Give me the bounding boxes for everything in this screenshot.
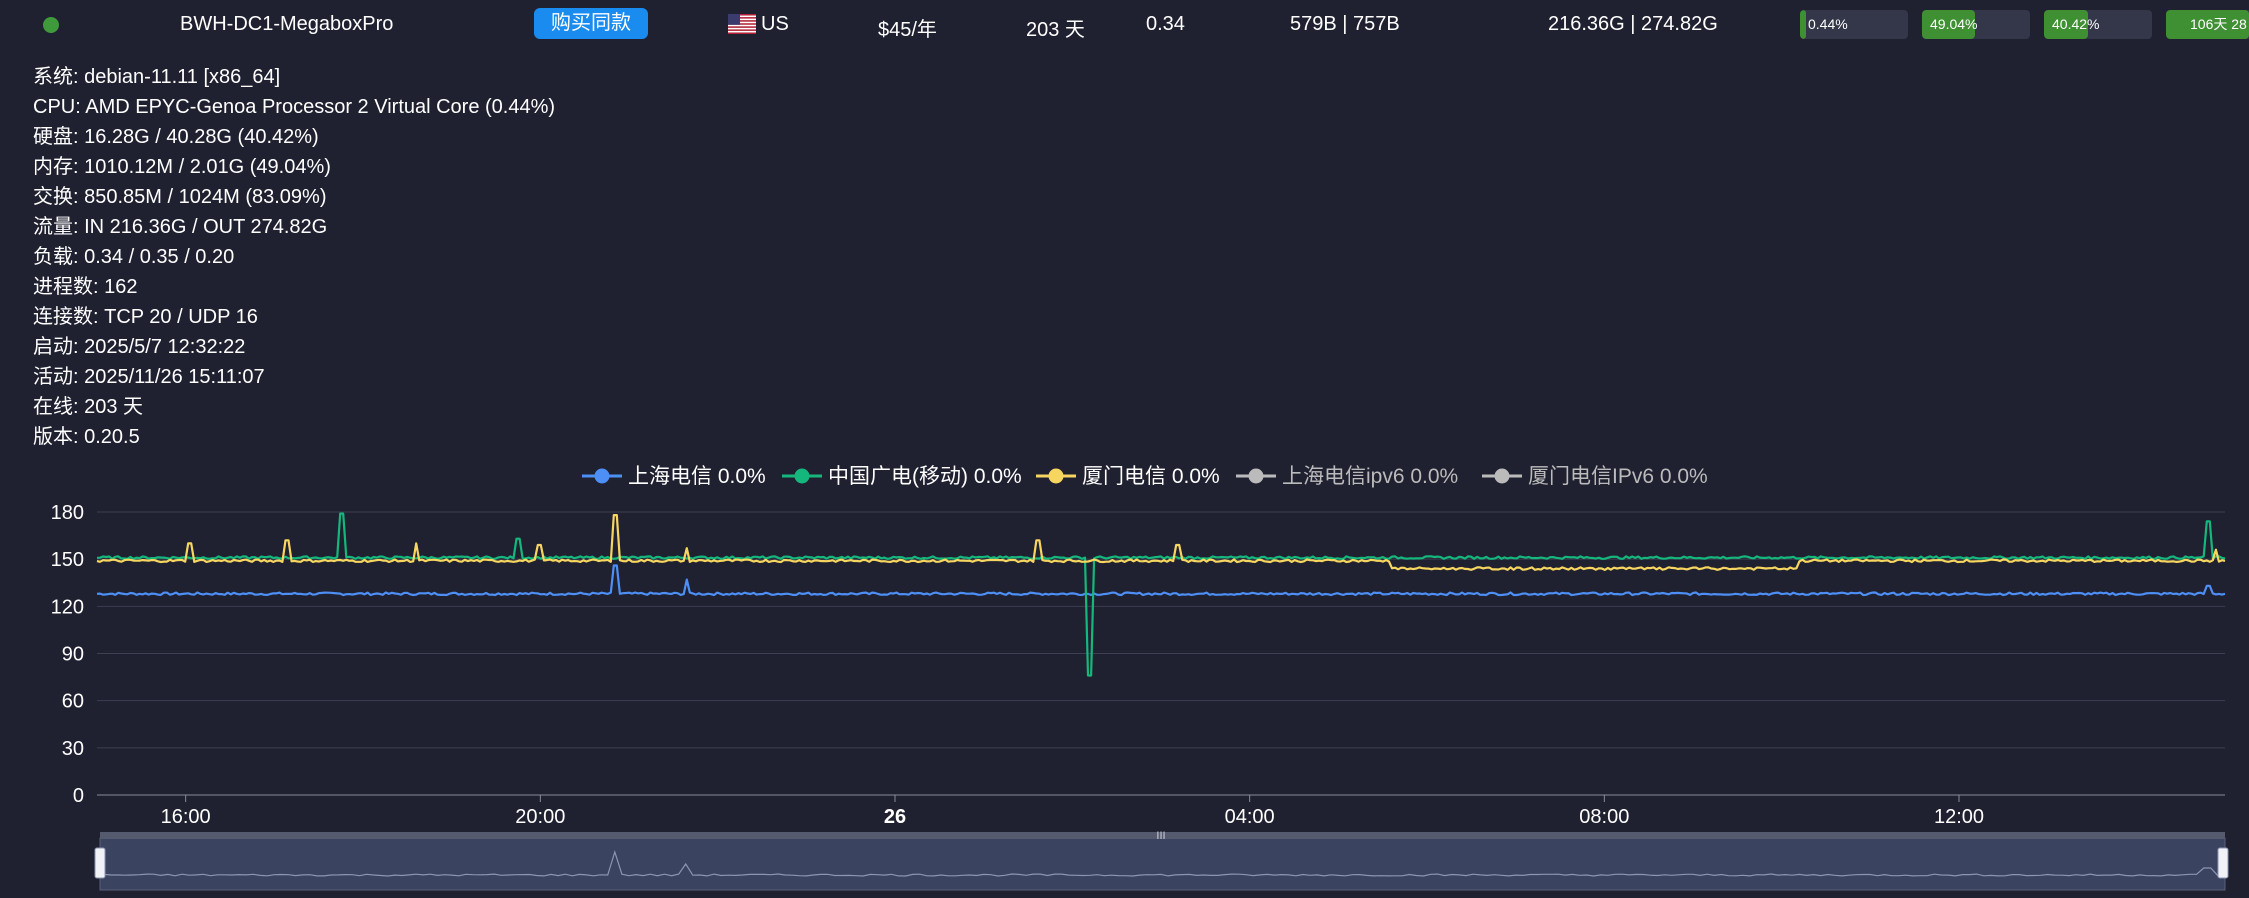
- memory-usage-label: 49.04%: [1930, 16, 1978, 32]
- y-tick-label: 30: [62, 738, 84, 760]
- datazoom-slider[interactable]: III: [94, 830, 2229, 891]
- legend-circle-icon: [782, 468, 822, 484]
- legend-label: 上海电信 0.0%: [628, 465, 766, 488]
- x-tick-label: 16:00: [161, 806, 211, 828]
- y-tick-label: 0: [73, 785, 84, 807]
- memory-usage-bar: 49.04%: [1922, 10, 2030, 39]
- legend-circle-icon: [1482, 468, 1522, 484]
- info-disk: 硬盘: 16.28G / 40.28G (40.42%): [33, 126, 319, 148]
- info-memory: 内存: 1010.12M / 2.01G (49.04%): [33, 156, 331, 178]
- cpu-usage-label: 0.44%: [1808, 16, 1848, 32]
- y-tick-label: 150: [51, 549, 84, 571]
- x-tick-label: 08:00: [1579, 806, 1629, 828]
- x-tick-label: 26: [884, 806, 906, 828]
- info-version: 版本: 0.20.5: [33, 426, 140, 448]
- network-speed: 579B | 757B: [1290, 13, 1400, 35]
- legend-circle-icon: [1036, 468, 1076, 484]
- datazoom-start-handle: [94, 847, 106, 879]
- chart-grid: [97, 511, 2225, 796]
- x-tick-label: 04:00: [1225, 806, 1275, 828]
- chart-legend: 上海电信 0.0% 中国广电(移动) 0.0% 厦门电信 0.0% 上海电信ip…: [0, 462, 2249, 492]
- datazoom-grip-icon: III: [1156, 830, 1165, 842]
- info-cpu: CPU: AMD EPYC-Genoa Processor 2 Virtual …: [33, 96, 556, 118]
- expiry-bar: 106天 28: [2166, 10, 2249, 39]
- series-line: [96, 512, 2226, 677]
- x-axis: 16:00 20:00 26 04:00 08:00 12:00: [161, 795, 1984, 828]
- info-active: 活动: 2025/11/26 15:11:07: [33, 366, 265, 388]
- us-flag-icon: [728, 14, 756, 34]
- system-info: 系统: debian-11.11 [x86_64] CPU: AMD EPYC-…: [33, 62, 555, 452]
- server-price: $45/年: [878, 19, 937, 41]
- y-axis: 0 30 60 90 120 150 180: [51, 502, 84, 807]
- traffic-total: 216.36G | 274.82G: [1548, 13, 1718, 35]
- info-boot: 启动: 2025/5/7 12:32:22: [33, 336, 246, 358]
- info-system: 系统: debian-11.11 [x86_64]: [33, 66, 281, 88]
- info-processes: 进程数: 162: [33, 276, 138, 298]
- memory-usage-fill: [1922, 10, 1975, 39]
- info-swap: 交换: 850.85M / 1024M (83.09%): [33, 186, 327, 208]
- expiry-label: 106天 28: [2190, 16, 2247, 32]
- server-row[interactable]: BWH-DC1-MegaboxPro 购买同款 US $45/年 203 天 0…: [0, 0, 2249, 50]
- legend-label: 厦门电信 0.0%: [1082, 465, 1220, 488]
- info-traffic: 流量: IN 216.36G / OUT 274.82G: [33, 216, 328, 238]
- cpu-usage-bar: 0.44%: [1800, 10, 1908, 39]
- disk-usage-label: 40.42%: [2052, 16, 2100, 32]
- info-online: 在线: 203 天: [33, 396, 144, 418]
- buy-same-button[interactable]: 购买同款: [534, 8, 648, 39]
- series-line: [96, 514, 2226, 571]
- expiry-fill: [2166, 10, 2249, 39]
- series-line: [96, 564, 2226, 597]
- datazoom-preview-line: [96, 849, 2226, 877]
- datazoom-background: [99, 837, 2226, 891]
- server-country: US: [761, 13, 789, 35]
- info-load: 负载: 0.34 / 0.35 / 0.20: [33, 246, 235, 268]
- disk-usage-bar: 40.42%: [2044, 10, 2152, 39]
- legend-label: 上海电信ipv6 0.0%: [1282, 465, 1459, 488]
- y-tick-label: 180: [51, 502, 84, 524]
- info-connections: 连接数: TCP 20 / UDP 16: [33, 306, 258, 328]
- datazoom-move-handle: [100, 832, 2225, 839]
- legend-label: 厦门电信IPv6 0.0%: [1528, 465, 1708, 488]
- x-tick-label: 12:00: [1934, 806, 1984, 828]
- legend-circle-icon: [1236, 468, 1276, 484]
- online-status-dot: [43, 17, 59, 33]
- x-tick-label: 20:00: [515, 806, 565, 828]
- legend-circle-icon: [582, 468, 622, 484]
- y-tick-label: 120: [51, 596, 84, 618]
- chart-series: [96, 512, 2226, 677]
- cpu-usage-fill: [1800, 10, 1807, 39]
- server-load: 0.34: [1146, 13, 1185, 35]
- y-tick-label: 60: [62, 691, 84, 713]
- server-name: BWH-DC1-MegaboxPro: [180, 13, 394, 35]
- datazoom-end-handle: [2217, 847, 2229, 879]
- server-uptime: 203 天: [1026, 19, 1085, 41]
- disk-usage-fill: [2044, 10, 2088, 39]
- y-tick-label: 90: [62, 644, 84, 666]
- legend-label: 中国广电(移动) 0.0%: [828, 465, 1022, 488]
